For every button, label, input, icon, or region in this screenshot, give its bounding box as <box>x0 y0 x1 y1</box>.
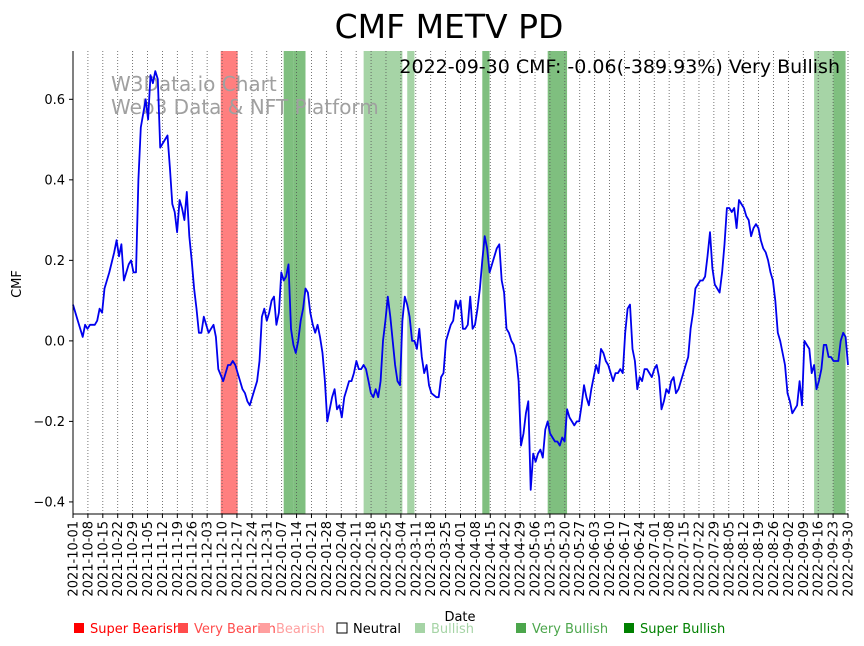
legend-label-very-bearish: Very Bearish <box>194 622 276 637</box>
x-tick-label: 2022-02-25 <box>380 521 395 597</box>
legend-label-super-bearish: Super Bearish <box>90 622 181 637</box>
legend-swatch-super-bearish <box>74 623 84 633</box>
signal-bands <box>220 51 846 514</box>
watermark-line-1: W3Data.io Chart <box>111 72 277 96</box>
x-tick-label: 2021-12-24 <box>245 521 260 597</box>
x-tick-label: 2022-03-04 <box>394 521 409 597</box>
x-tick-label: 2021-12-03 <box>201 521 216 597</box>
y-tick-label: −0.4 <box>33 495 65 510</box>
x-tick-label: 2022-01-28 <box>320 521 335 597</box>
x-tick-label: 2022-09-09 <box>797 521 812 597</box>
x-tick-label: 2022-04-01 <box>454 521 469 597</box>
x-tick-label: 2022-05-13 <box>543 521 558 597</box>
x-tick-label: 2021-12-10 <box>216 521 231 597</box>
x-tick-label: 2022-01-21 <box>305 521 320 597</box>
x-tick-label: 2022-08-05 <box>722 521 737 597</box>
watermark-line-2: Web3 Data & NFT Platform <box>111 95 379 119</box>
y-tick-label: 0.2 <box>44 254 65 269</box>
series-cmf <box>72 70 849 491</box>
status-text: 2022-09-30 CMF: -0.06(-389.93%) Very Bul… <box>399 56 840 78</box>
x-tick-label: 2021-10-29 <box>126 521 141 597</box>
x-tick-label: 2021-11-19 <box>171 521 186 597</box>
legend-swatch-bullish <box>415 623 425 633</box>
legend-swatch-neutral <box>336 622 348 634</box>
x-tick-label: 2022-04-22 <box>499 521 514 597</box>
legend: Super Bearish Very Bearish Bearish Neutral B… <box>74 622 725 637</box>
chart-title: CMF METV PD <box>335 7 564 46</box>
x-tick-label: 2021-10-01 <box>67 521 82 597</box>
legend-label-super-bullish: Super Bullish <box>640 622 725 637</box>
watermark: W3Data.io Chart Web3 Data & NFT Platform <box>111 72 379 119</box>
y-tick-label: −0.2 <box>33 415 65 430</box>
band-very-bullish-8 <box>833 51 846 514</box>
x-tick-label: 2022-01-07 <box>275 521 290 597</box>
x-tick-label: 2022-05-20 <box>558 521 573 597</box>
x-tick-label: 2022-06-17 <box>618 521 633 597</box>
x-tick-label: 2022-06-03 <box>588 521 603 597</box>
legend-swatch-very-bullish <box>516 623 526 633</box>
x-tick-label: 2021-12-31 <box>260 521 275 597</box>
legend-label-very-bullish: Very Bullish <box>532 622 608 637</box>
x-tick-label: 2022-08-12 <box>737 521 752 597</box>
x-tick-label: 2022-04-08 <box>469 521 484 597</box>
x-tick-label: 2022-07-22 <box>693 521 708 597</box>
y-tick-label: 0.6 <box>44 93 65 108</box>
y-tick-label: 0.0 <box>44 334 65 349</box>
y-tick-label: 0.4 <box>44 173 65 188</box>
x-tick-label: 2022-06-24 <box>633 521 648 597</box>
legend-swatch-very-bearish <box>178 623 188 633</box>
x-tick-label: 2022-02-18 <box>365 521 380 597</box>
x-tick-label: 2021-11-26 <box>186 521 201 597</box>
legend-label-neutral: Neutral <box>353 622 401 637</box>
x-axis-label: Date <box>444 610 475 625</box>
x-tick-label: 2021-11-12 <box>156 521 171 597</box>
y-axis-label: CMF <box>10 270 25 298</box>
x-tick-label: 2022-07-29 <box>707 521 722 597</box>
x-tick-label: 2022-08-26 <box>767 521 782 597</box>
x-tick-label: 2021-11-05 <box>141 521 156 597</box>
x-tick-label: 2021-10-08 <box>81 521 96 597</box>
band-very-bullish-2 <box>293 51 306 514</box>
band-bullish-7 <box>814 51 834 514</box>
y-ticks: −0.4 −0.2 0.0 0.2 0.4 0.6 <box>33 93 73 510</box>
band-bullish-3 <box>363 51 403 514</box>
x-tick-label: 2022-04-29 <box>514 521 529 597</box>
x-tick-label: 2022-07-15 <box>678 521 693 597</box>
x-tick-label: 2022-07-01 <box>648 521 663 597</box>
x-tick-label: 2022-09-02 <box>782 521 797 597</box>
x-tick-label: 2021-10-15 <box>96 521 111 597</box>
band-very-bullish-5 <box>482 51 490 514</box>
x-tick-label: 2022-01-14 <box>290 521 305 597</box>
legend-label-bearish: Bearish <box>276 622 325 637</box>
x-tick-label: 2022-04-15 <box>484 521 499 597</box>
x-tick-label: 2021-12-17 <box>230 521 245 597</box>
x-tick-label: 2022-03-25 <box>439 521 454 597</box>
legend-swatch-bearish <box>260 623 270 633</box>
x-tick-label: 2022-09-23 <box>827 521 842 597</box>
x-tick-label: 2022-05-06 <box>529 521 544 597</box>
legend-swatch-super-bullish <box>624 623 634 633</box>
x-tick-label: 2021-10-22 <box>111 521 126 597</box>
x-tick-label: 2022-02-11 <box>350 521 365 597</box>
x-ticks: 2021-10-01 2021-10-08 2021-10-15 2021-10-22… <box>67 514 857 597</box>
band-very-bearish-0 <box>220 51 238 514</box>
vertical-gridlines <box>72 51 849 514</box>
band-very-bullish-6 <box>547 51 568 514</box>
x-tick-label: 2022-03-11 <box>409 521 424 597</box>
x-tick-label: 2022-05-27 <box>573 521 588 597</box>
series-line-cmf <box>72 70 849 491</box>
x-tick-label: 2022-09-16 <box>812 521 827 597</box>
band-bullish-4 <box>407 51 415 514</box>
x-tick-label: 2022-09-30 <box>842 521 857 597</box>
x-tick-label: 2022-06-10 <box>603 521 618 597</box>
x-tick-label: 2022-03-18 <box>424 521 439 597</box>
x-tick-label: 2022-08-19 <box>752 521 767 597</box>
x-tick-label: 2022-07-08 <box>663 521 678 597</box>
legend-label-bullish: Bullish <box>431 622 474 637</box>
x-tick-label: 2022-02-04 <box>335 521 350 597</box>
